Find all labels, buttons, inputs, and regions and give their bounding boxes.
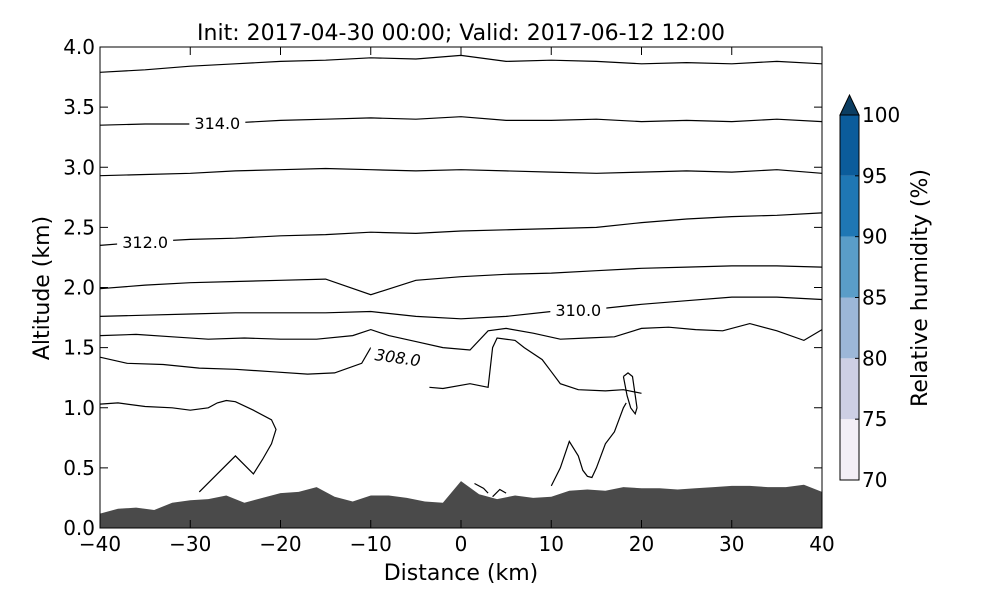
x-tick-label: 0 bbox=[455, 532, 468, 556]
x-tick-label: 30 bbox=[719, 532, 744, 556]
colorbar: 70 75 80 85 90 95 100 bbox=[839, 93, 900, 492]
x-axis-label: Distance (km) bbox=[384, 561, 539, 586]
contour-label: 308.0 bbox=[374, 345, 422, 370]
y-tick-label: 0.5 bbox=[63, 456, 95, 480]
terrain bbox=[100, 481, 822, 528]
y-tick-label: 2.0 bbox=[63, 276, 95, 300]
x-axis: −40 −30 −20 −10 0 10 20 30 40 bbox=[79, 47, 835, 556]
x-tick-label: −20 bbox=[259, 532, 301, 556]
contour-label-bg bbox=[368, 343, 427, 372]
contour-line bbox=[99, 322, 823, 351]
colorbar-segment bbox=[840, 419, 859, 480]
contour-label: 312.0 bbox=[122, 233, 168, 252]
colorbar-segment bbox=[840, 175, 859, 237]
contour-line bbox=[99, 54, 823, 73]
contour-label: 310.0 bbox=[555, 301, 601, 320]
colorbar-tick-label: 95 bbox=[862, 164, 887, 188]
colorbar-tick-label: 100 bbox=[862, 103, 900, 127]
colorbar-tick-label: 80 bbox=[862, 346, 887, 370]
plot-area: 314.0 312.0 310.0 308.0 bbox=[99, 54, 823, 528]
colorbar-extend-arrow bbox=[839, 93, 860, 116]
colorbar-tick-label: 85 bbox=[862, 286, 887, 310]
y-tick-label: 2.5 bbox=[63, 215, 95, 239]
y-tick-label: 1.5 bbox=[63, 336, 95, 360]
colorbar-tick-label: 90 bbox=[862, 225, 887, 249]
contour-line bbox=[99, 399, 277, 493]
y-tick-label: 3.0 bbox=[63, 155, 95, 179]
colorbar-segment bbox=[840, 297, 859, 359]
x-tick-label: −30 bbox=[169, 532, 211, 556]
x-tick-label: −10 bbox=[350, 532, 392, 556]
contour-line bbox=[99, 167, 823, 177]
contour-label-bg bbox=[117, 231, 174, 252]
x-tick-label: 40 bbox=[809, 532, 834, 556]
y-axis-label: Altitude (km) bbox=[30, 216, 55, 360]
y-tick-label: 0.0 bbox=[63, 516, 95, 540]
x-tick-label: 20 bbox=[629, 532, 654, 556]
colorbar-segment bbox=[840, 115, 859, 176]
contour-label-bg bbox=[189, 113, 246, 134]
y-axis: 0.0 0.5 1.0 1.5 2.0 2.5 3.0 3.5 4.0 bbox=[63, 35, 822, 540]
contour-line bbox=[99, 212, 823, 246]
contour-line bbox=[99, 265, 823, 296]
contour-line bbox=[492, 488, 507, 498]
colorbar-label: Relative humidity (%) bbox=[908, 169, 933, 407]
contour-line bbox=[99, 347, 372, 375]
contour-line bbox=[429, 337, 642, 394]
y-tick-label: 4.0 bbox=[63, 35, 95, 59]
colorbar-tick-label: 70 bbox=[862, 468, 887, 492]
x-tick-label: −40 bbox=[79, 532, 121, 556]
contour-line bbox=[550, 402, 627, 487]
contour-line bbox=[622, 372, 638, 416]
contour-line bbox=[474, 482, 489, 494]
x-tick-label: 10 bbox=[539, 532, 564, 556]
colorbar-tick-label: 75 bbox=[862, 407, 887, 431]
contour-line bbox=[99, 296, 823, 320]
colorbar-segment bbox=[840, 358, 859, 420]
y-tick-label: 3.5 bbox=[63, 95, 95, 119]
colorbar-segment bbox=[840, 236, 859, 298]
contour-label-bg bbox=[550, 300, 607, 321]
contour-label: 314.0 bbox=[194, 114, 240, 133]
y-tick-label: 1.0 bbox=[63, 396, 95, 420]
chart-title: Init: 2017-04-30 00:00; Valid: 2017-06-1… bbox=[197, 21, 725, 46]
